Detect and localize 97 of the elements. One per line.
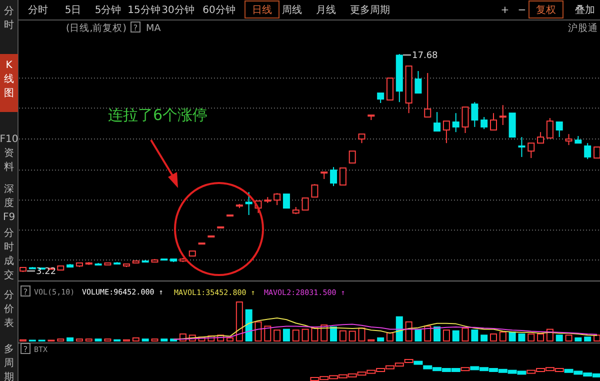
text: 叠加 (575, 4, 595, 16)
text: 5分钟 (94, 4, 122, 16)
text: 周线 (282, 4, 302, 16)
candlestick (348, 150, 356, 164)
candlestick (556, 121, 563, 138)
bar (348, 330, 356, 342)
text: + (500, 5, 510, 16)
candlestick (471, 102, 478, 128)
text: − (518, 5, 526, 16)
text: F10资料 (0, 134, 18, 173)
bar (499, 332, 506, 342)
bar (424, 326, 432, 342)
candlestick (311, 184, 318, 198)
text: K线图 (4, 60, 14, 99)
bar (311, 328, 318, 342)
candlestick (377, 92, 384, 104)
bar (274, 330, 281, 342)
candlestick (480, 116, 488, 130)
candlestick (442, 120, 450, 144)
text: 月线 (316, 4, 336, 16)
candlestick (339, 167, 346, 186)
candlestick (490, 112, 497, 130)
candlestick (358, 134, 366, 144)
candlestick (386, 78, 394, 100)
bar (528, 333, 535, 342)
bar (66, 337, 74, 342)
bar (584, 336, 592, 342)
text: 分时 (28, 4, 48, 16)
text: 日线 (252, 4, 272, 16)
text: 沪股通 (568, 22, 598, 34)
text: 多周期 (4, 343, 14, 381)
text: 成交 (4, 256, 14, 281)
bar (490, 333, 497, 342)
text: 分价表 (3, 289, 14, 329)
candlestick (565, 134, 572, 146)
candlestick (528, 142, 535, 159)
bar (396, 316, 403, 342)
text: 复权 (536, 4, 556, 16)
bar (574, 337, 582, 342)
candlestick (282, 194, 290, 209)
bar (537, 333, 544, 342)
candlestick (508, 112, 516, 138)
bar (452, 330, 460, 342)
bar (442, 330, 450, 342)
text: 60分钟 (202, 4, 236, 16)
candlestick (546, 118, 554, 138)
bar (254, 321, 262, 342)
text: ? (23, 288, 28, 296)
candlestick (462, 106, 469, 134)
candlestick (584, 142, 592, 160)
bar (339, 330, 346, 342)
bar (565, 334, 572, 342)
bar (480, 334, 488, 342)
candlestick (330, 166, 338, 187)
bar (292, 330, 300, 342)
candlestick (518, 136, 526, 158)
text: 更多周期 (350, 4, 390, 16)
text: 30分钟 (162, 4, 194, 16)
bar (245, 309, 252, 342)
annotation: 17.68 (412, 51, 438, 61)
text: 分时 (4, 227, 14, 253)
bar (556, 334, 563, 342)
text: 5日 (64, 5, 82, 16)
bar (471, 330, 478, 342)
bar (386, 332, 394, 342)
bar (282, 328, 290, 342)
text: (日线,前复权) (66, 22, 126, 34)
text: MA (146, 23, 162, 34)
bar (414, 330, 422, 342)
text: 15分钟 (128, 4, 160, 16)
bar (377, 337, 384, 342)
bar (226, 337, 234, 342)
bar (302, 328, 309, 342)
bar (434, 326, 441, 342)
bar (236, 302, 243, 342)
candlestick (414, 70, 422, 94)
candlestick (245, 192, 252, 216)
bar (358, 328, 366, 342)
candlestick (302, 197, 309, 211)
bar (518, 333, 526, 342)
candlestick (434, 112, 441, 132)
candlestick (537, 132, 544, 144)
bar (462, 328, 469, 342)
text: ? (133, 24, 138, 32)
bar (264, 326, 272, 342)
text: ? (23, 345, 28, 354)
annotation: 连拉了6个涨停 (108, 106, 208, 124)
candlestick (424, 72, 432, 118)
candlestick (452, 112, 460, 133)
text: 深度F9 (2, 183, 16, 223)
bar (132, 337, 140, 342)
candlestick (499, 104, 506, 126)
bar (508, 332, 516, 342)
text: 分时 (4, 6, 14, 31)
bar (330, 326, 338, 342)
annotation: 3.22 (36, 267, 56, 277)
candlestick (274, 192, 281, 206)
